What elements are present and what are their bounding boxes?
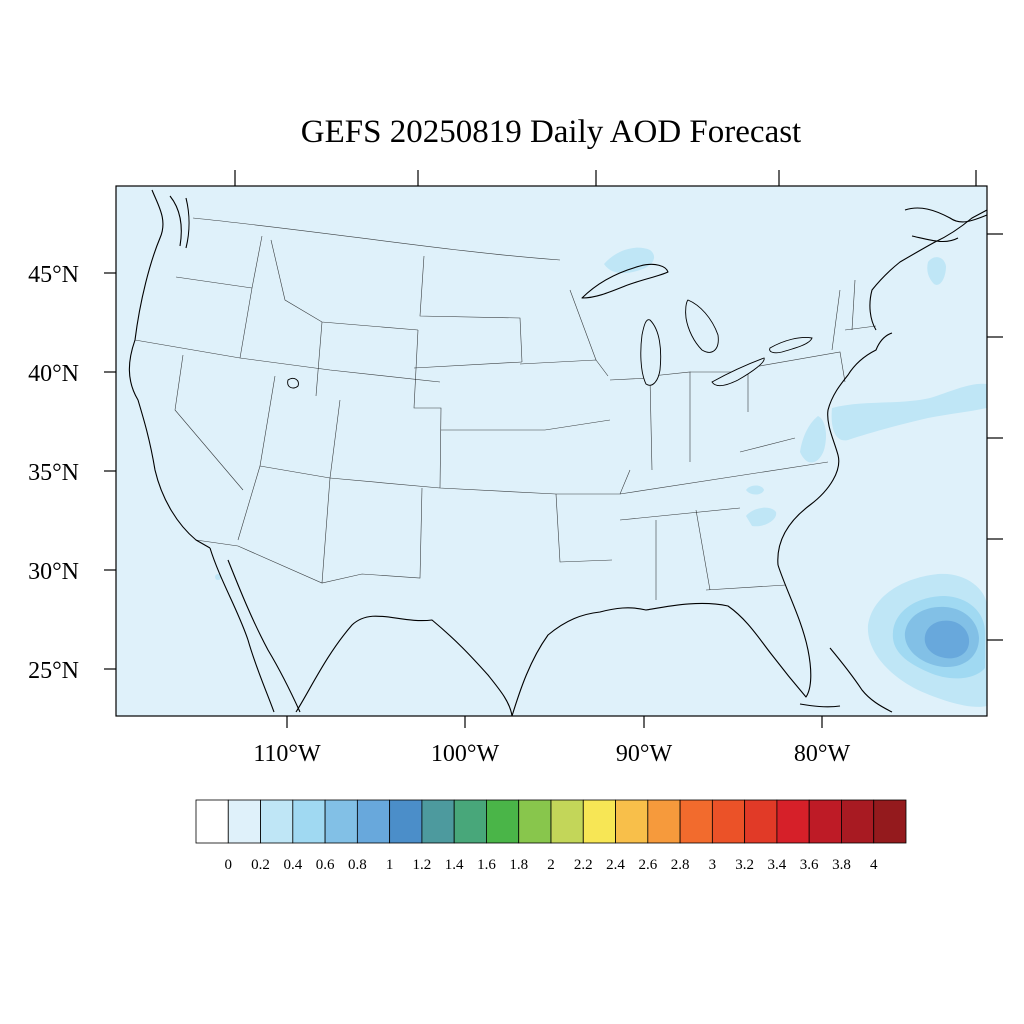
colorbar-box [421,799,455,844]
aod-blob-superior [604,247,655,274]
aod-overlay [215,247,987,707]
florida-keys-cuba [799,647,893,713]
colorbar-box [550,799,584,844]
canada-maritime [904,207,988,243]
aod-blob-carolinas-2 [746,485,764,495]
lat-label-35: 35°N [28,460,79,486]
colorbar-tick-label: 0.6 [316,857,335,873]
colorbar-box [453,799,487,844]
colorbar-tick-label: 0.4 [283,857,302,873]
colorbar-box [292,799,326,844]
colorbar-tick-label: 0.8 [348,857,367,873]
lake-erie [711,357,765,387]
atlantic-coast [777,209,988,566]
colorbar-box [227,799,261,844]
lat-label-45: 45°N [28,262,79,288]
aod-blob-maine [927,257,946,285]
colorbar-box [841,799,875,844]
colorbar-boxes [195,799,907,844]
lon-label-110: 110°W [253,741,321,767]
colorbar-box [324,799,358,844]
lake-huron [685,299,719,353]
aod-blob-carolinas-1 [746,507,777,527]
lon-label-100: 100°W [431,741,500,767]
colorbar-tick-label: 3.6 [800,857,819,873]
colorbar-labels: 0 0.2 0.4 0.6 0.8 1 1.2 1.4 1.6 1.8 2 2.2 2.4 2.6 2.8 3… [225,857,878,873]
colorbar-tick-label: 1.4 [445,857,464,873]
colorbar-tick-label: 1 [386,857,394,873]
colorbar-box [389,799,423,844]
lake-superior [581,263,669,299]
lat-label-25: 25°N [28,658,79,684]
map-panel: 45°N 40°N 35°N 30°N 25°N 110°W 100°W 90°… [28,170,1003,767]
colorbar-tick-label: 3.2 [735,857,754,873]
colorbar: 0 0.2 0.4 0.6 0.8 1 1.2 1.4 1.6 1.8 2 2.2 2.4 2.6 2.8 3… [195,799,907,873]
colorbar-box [711,799,746,844]
coastlines [128,189,988,717]
colorbar-tick-label: 0 [225,857,233,873]
colorbar-tick-label: 1.8 [509,857,528,873]
colorbar-tick-label: 2.6 [638,857,657,873]
colorbar-tick-label: 3 [709,857,717,873]
page-title: GEFS 20250819 Daily AOD Forecast [301,114,801,150]
colorbar-box [195,799,229,844]
colorbar-tick-label: 2.4 [606,857,625,873]
lon-label-90: 90°W [616,741,673,767]
colorbar-box [518,799,552,844]
aod-blob-chesapeake [800,416,826,463]
pacific-coast [128,189,211,549]
great-salt-lake [287,377,299,389]
colorbar-box [582,799,616,844]
lon-label-80: 80°W [794,741,851,767]
colorbar-tick-label: 1.2 [413,857,432,873]
colorbar-tick-label: 4 [870,857,878,873]
gulf-coast [295,564,812,717]
colorbar-tick-label: 2.8 [671,857,690,873]
colorbar-box [679,799,713,844]
lake-ontario [769,337,813,354]
colorbar-tick-label: 0.2 [251,857,270,873]
map-background [116,186,987,716]
map-ticks [104,170,1003,728]
colorbar-tick-label: 3.8 [832,857,851,873]
colorbar-box [808,799,842,844]
colorbar-box [486,799,520,844]
colorbar-box [776,799,810,844]
colorbar-box [744,799,778,844]
colorbar-tick-label: 1.6 [477,857,496,873]
colorbar-box [873,799,907,844]
map-frame [115,185,988,717]
aod-blob-mid-atlantic [831,383,987,441]
lake-michigan [640,319,662,386]
puget-sound [169,195,190,249]
colorbar-tick-label: 3.4 [768,857,787,873]
aod-blob-bahamas-0-8 [924,620,970,659]
colorbar-tick-label: 2.2 [574,857,593,873]
baja-peninsula [209,547,301,713]
colorbar-box [615,799,649,844]
colorbar-box [260,799,294,844]
lat-label-40: 40°N [28,361,79,387]
colorbar-box [647,799,681,844]
aod-blob-baja [215,574,221,580]
lat-label-30: 30°N [28,559,79,585]
colorbar-tick-label: 2 [547,857,555,873]
colorbar-box [356,799,391,844]
